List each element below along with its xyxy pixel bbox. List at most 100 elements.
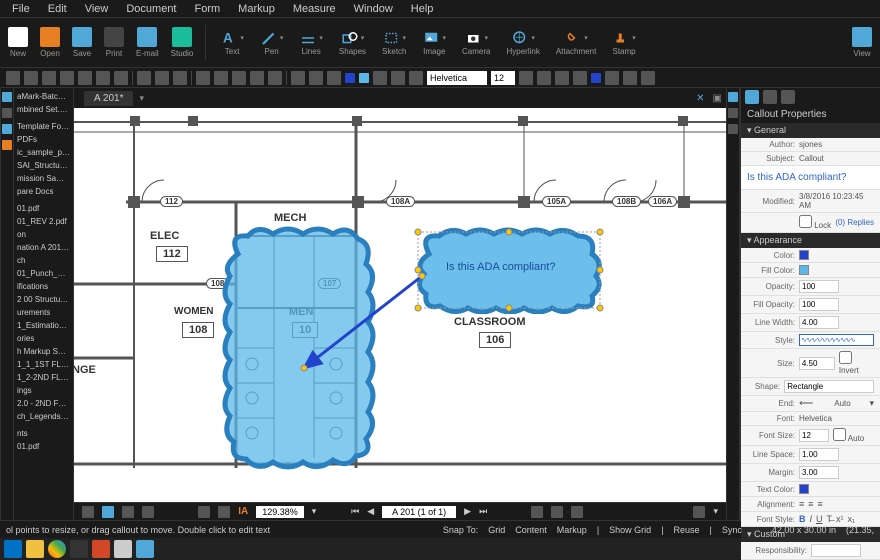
size-input[interactable] bbox=[799, 357, 835, 370]
margin-input[interactable] bbox=[799, 466, 839, 479]
vs-icon-2[interactable] bbox=[2, 108, 12, 118]
file-item[interactable]: h Markup Summary bbox=[16, 345, 71, 358]
ds-pan-icon[interactable] bbox=[198, 506, 210, 518]
invert-checkbox[interactable] bbox=[839, 351, 852, 364]
font-size-input[interactable] bbox=[799, 429, 829, 442]
taskbar-chrome[interactable] bbox=[48, 540, 66, 558]
menu-file[interactable]: File bbox=[4, 1, 38, 17]
tool-image[interactable]: ▾Image bbox=[417, 29, 453, 56]
zoom-dropdown[interactable]: ▾ bbox=[312, 506, 317, 517]
snap-markup[interactable]: Markup bbox=[557, 525, 587, 535]
rvs-icon-3[interactable] bbox=[728, 124, 738, 134]
text-color-picker[interactable] bbox=[799, 484, 809, 494]
file-item[interactable]: Template Form.pdf bbox=[16, 120, 71, 133]
align-left-btn[interactable]: ≡ bbox=[799, 499, 804, 509]
end-auto[interactable]: Auto bbox=[834, 399, 865, 408]
ts-icon-17[interactable] bbox=[309, 71, 323, 85]
tool-open[interactable]: Open bbox=[36, 27, 64, 58]
ts-icon-15[interactable] bbox=[268, 71, 282, 85]
tool-email[interactable]: E-mail bbox=[132, 27, 163, 58]
responsibility-input[interactable] bbox=[811, 544, 861, 557]
super-btn[interactable]: x¹ bbox=[836, 514, 844, 524]
strike-btn[interactable]: T̶ bbox=[827, 514, 833, 524]
nav-first[interactable]: ⏮ bbox=[351, 506, 359, 517]
snap-content[interactable]: Content bbox=[515, 525, 547, 535]
file-item[interactable]: 01.pdf bbox=[16, 440, 71, 453]
ts-icon-14[interactable] bbox=[250, 71, 264, 85]
ts-icon-5[interactable] bbox=[78, 71, 92, 85]
ds-zoom-icon[interactable] bbox=[218, 506, 230, 518]
comment-text[interactable]: Is this ADA compliant? bbox=[741, 166, 880, 190]
tool-lines[interactable]: ▾Lines bbox=[293, 29, 329, 56]
font-select[interactable] bbox=[427, 71, 487, 85]
fill-color-picker[interactable] bbox=[799, 265, 809, 275]
pencil-icon[interactable] bbox=[763, 90, 777, 104]
taskbar-powerpoint[interactable] bbox=[92, 540, 110, 558]
file-item[interactable]: PDFs bbox=[16, 133, 71, 146]
layers-icon[interactable] bbox=[781, 90, 795, 104]
file-item[interactable]: mission Sample_... bbox=[16, 172, 71, 185]
ts-align-r[interactable] bbox=[641, 71, 655, 85]
color-swatch-1[interactable] bbox=[345, 73, 355, 83]
document-tab[interactable]: A 201* bbox=[84, 91, 133, 106]
ts-icon-21[interactable] bbox=[409, 71, 423, 85]
replies-link[interactable]: (0) Replies bbox=[835, 218, 874, 227]
file-item[interactable]: nation A 201 2.pdf bbox=[16, 241, 71, 254]
tool-view[interactable]: View bbox=[848, 27, 876, 58]
align-center-btn[interactable]: ≡ bbox=[808, 499, 813, 509]
ds-text-select[interactable]: IA bbox=[238, 506, 248, 517]
file-item[interactable]: aMark-Batch Link bbox=[16, 90, 71, 103]
ds-split-3[interactable] bbox=[571, 506, 583, 518]
ds-split-2[interactable] bbox=[551, 506, 563, 518]
line-space-input[interactable] bbox=[799, 448, 839, 461]
file-item[interactable]: mbined Set.pdf bbox=[16, 103, 71, 116]
nav-next[interactable]: ▶ bbox=[464, 506, 471, 517]
end-style[interactable]: ⟵ bbox=[799, 398, 830, 409]
taskbar-bluebeam[interactable] bbox=[136, 540, 154, 558]
ds-split-1[interactable] bbox=[531, 506, 543, 518]
tool-studio[interactable]: Studio bbox=[167, 27, 198, 58]
ds-tool-3[interactable] bbox=[122, 506, 134, 518]
ts-icon-20[interactable] bbox=[391, 71, 405, 85]
menu-view[interactable]: View bbox=[77, 1, 117, 17]
file-item[interactable]: 2 00 Structural St... bbox=[16, 293, 71, 306]
tool-camera[interactable]: ▾Camera bbox=[456, 29, 496, 56]
file-item[interactable]: 1_1_1ST FLOOR P... bbox=[16, 358, 71, 371]
ts-icon-13[interactable] bbox=[232, 71, 246, 85]
ts-icon-19[interactable] bbox=[373, 71, 387, 85]
ts-icon-6[interactable] bbox=[96, 71, 110, 85]
file-item[interactable]: ch_Legends.pdf bbox=[16, 410, 71, 423]
file-item[interactable]: 1_2-2ND FLOOR ... bbox=[16, 371, 71, 384]
callout-text[interactable]: Is this ADA compliant? bbox=[446, 261, 555, 273]
tool-sketch[interactable]: ▾Sketch bbox=[376, 29, 412, 56]
ts-icon-2[interactable] bbox=[24, 71, 38, 85]
tool-attachment[interactable]: ▾Attachment bbox=[550, 29, 602, 56]
menu-window[interactable]: Window bbox=[346, 1, 401, 17]
cloud-markup-large[interactable] bbox=[218, 224, 378, 474]
file-item[interactable]: ic_sample_project... bbox=[16, 146, 71, 159]
taskbar-task[interactable] bbox=[70, 540, 88, 558]
taskbar-outlook[interactable] bbox=[4, 540, 22, 558]
style-select[interactable]: ∿∿∿∿∿∿∿∿∿∿∿ bbox=[799, 334, 874, 346]
file-item[interactable]: 01_Punch_Spaces... bbox=[16, 267, 71, 280]
show-grid[interactable]: Show Grid bbox=[609, 525, 651, 535]
menu-form[interactable]: Form bbox=[187, 1, 229, 17]
tool-text[interactable]: A▾Text bbox=[214, 29, 250, 56]
snap-grid[interactable]: Grid bbox=[488, 525, 505, 535]
ts-icon-10[interactable] bbox=[173, 71, 187, 85]
color-picker[interactable] bbox=[799, 250, 809, 260]
ds-tool-1[interactable] bbox=[82, 506, 94, 518]
ts-icon-7[interactable] bbox=[114, 71, 128, 85]
menu-markup[interactable]: Markup bbox=[230, 1, 283, 17]
ds-tool-2[interactable] bbox=[102, 506, 114, 518]
font-select-prop[interactable]: Helvetica bbox=[799, 414, 874, 423]
ts-icon-12[interactable] bbox=[214, 71, 228, 85]
section-appearance[interactable]: ▾ Appearance bbox=[741, 233, 880, 248]
vs-icon-1[interactable] bbox=[2, 92, 12, 102]
taskbar-explorer[interactable] bbox=[26, 540, 44, 558]
nav-prev[interactable]: ◀ bbox=[367, 506, 374, 517]
lock-checkbox[interactable] bbox=[799, 215, 812, 228]
tool-print[interactable]: Print bbox=[100, 27, 128, 58]
gear-icon[interactable] bbox=[745, 90, 759, 104]
file-item[interactable]: 2.0 - 2ND FLOOR ... bbox=[16, 397, 71, 410]
